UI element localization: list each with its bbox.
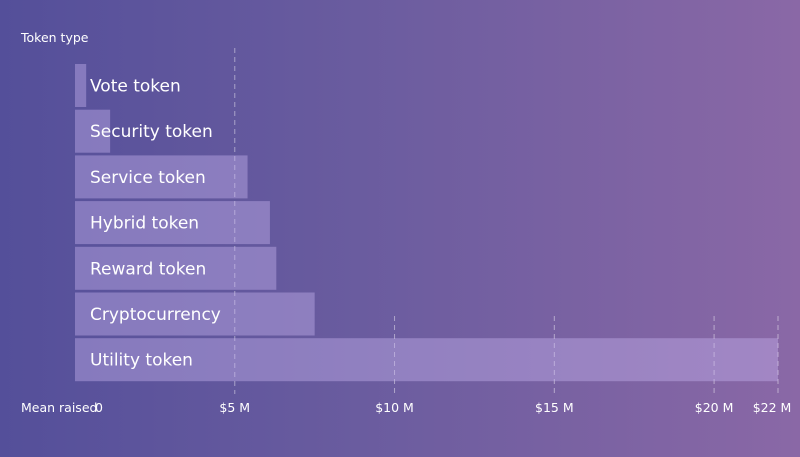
bar-reward-token <box>75 246 277 290</box>
x-tick-label: $20 M <box>695 400 734 415</box>
bar-cryptocurrency <box>75 292 315 336</box>
bar-utility-token <box>75 338 778 382</box>
x-axis-title: Mean raised <box>21 400 97 415</box>
bar-layer <box>75 64 778 382</box>
bar-label: Reward token <box>90 259 206 279</box>
bar-service-token <box>75 155 248 199</box>
label-layer: Vote token Security token Service token Hyb… <box>90 77 221 371</box>
tick-layer: 0 $5 M $10 M $15 M $20 M $22 M <box>95 400 791 415</box>
grid-layer <box>234 48 779 394</box>
x-tick-label: 0 <box>95 400 103 415</box>
bar-label: Security token <box>90 122 213 142</box>
bar-label: Cryptocurrency <box>90 305 221 325</box>
bar-hybrid-token <box>75 201 270 245</box>
bar-vote-token <box>75 64 87 107</box>
bar-label: Vote token <box>90 77 181 97</box>
x-tick-label: $22 M <box>753 400 792 415</box>
bar-security-token <box>75 109 111 153</box>
bar-label: Service token <box>90 168 206 188</box>
x-tick-label: $10 M <box>375 400 414 415</box>
bar-label: Hybrid token <box>90 214 199 234</box>
bar-label: Utility token <box>90 351 193 371</box>
x-tick-label: $5 M <box>219 400 250 415</box>
x-tick-label: $15 M <box>535 400 574 415</box>
y-axis-title: Token type <box>20 30 89 45</box>
